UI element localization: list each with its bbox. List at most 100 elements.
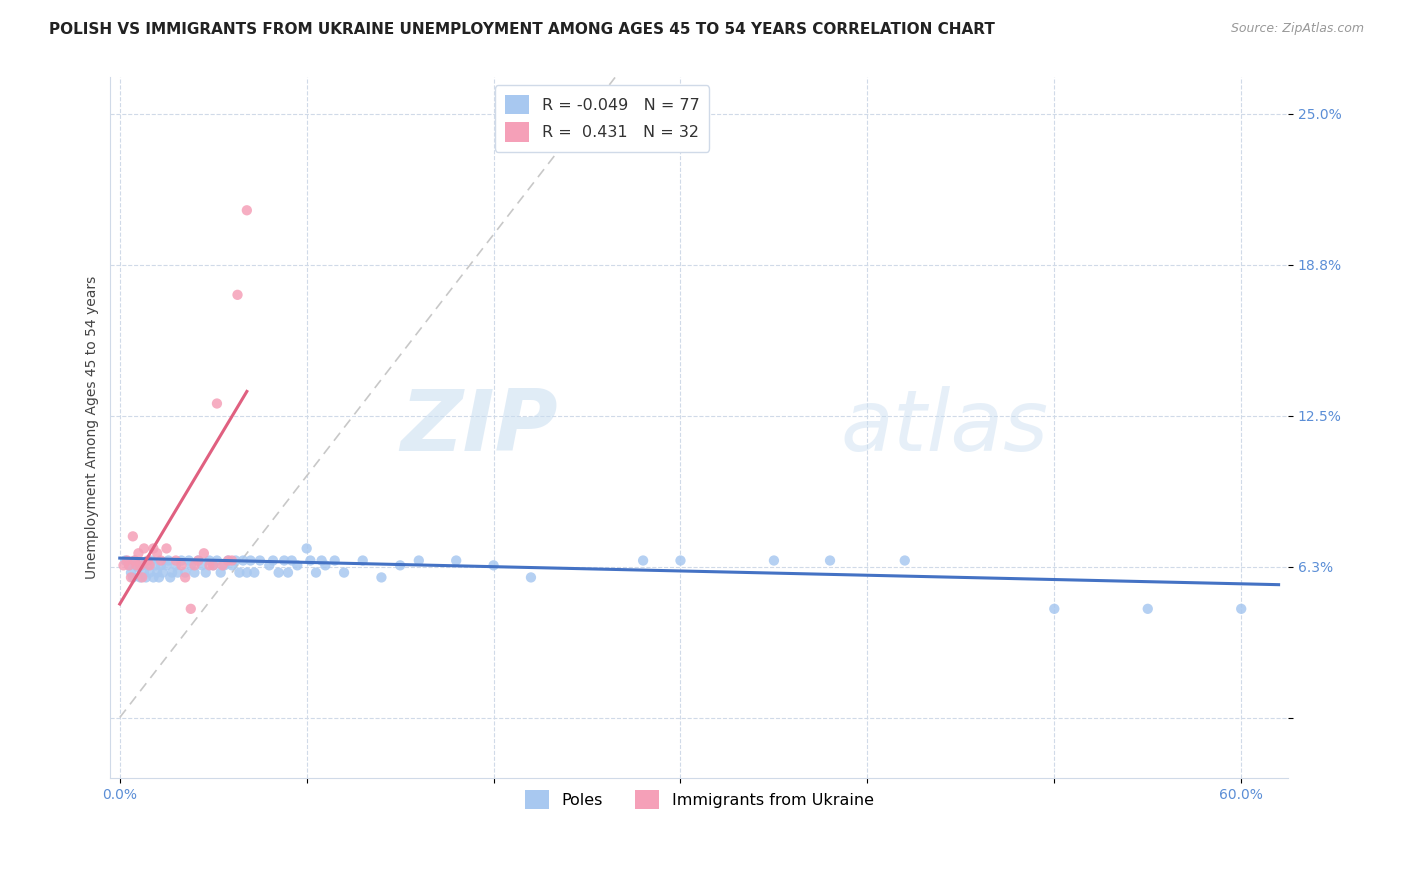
Point [138,558,160,573]
Point [146,566,169,580]
Point [209,566,232,580]
Point [121,529,143,543]
Point [142,541,165,556]
Point [221,558,243,573]
Point [157,553,180,567]
Point [174,566,197,580]
Point [112,558,135,573]
Point [818,553,841,567]
Point [120,570,142,584]
Point [129,558,152,573]
Point [262,553,284,567]
Point [236,203,259,218]
Point [311,553,333,567]
Point [174,570,197,584]
Point [285,558,308,573]
Point [180,558,202,573]
Point [194,566,217,580]
Point [124,553,146,567]
Point [132,566,155,580]
Point [118,558,141,573]
Point [762,553,785,567]
Point [333,566,356,580]
Point [444,553,467,567]
Text: ZIP: ZIP [401,386,558,469]
Point [239,553,262,567]
Point [135,570,157,584]
Point [143,558,166,573]
Point [141,553,163,567]
Point [202,558,225,573]
Point [177,553,200,567]
Point [236,566,259,580]
Point [193,546,215,560]
Point [170,553,193,567]
Point [323,553,346,567]
Point [243,566,266,580]
Point [183,558,205,573]
Point [180,602,202,616]
Point [127,546,149,560]
Point [120,566,142,580]
Point [187,553,209,567]
Point [152,566,174,580]
Point [299,553,322,567]
Point [1230,602,1253,616]
Point [146,546,169,560]
Point [389,558,412,573]
Point [408,553,430,567]
Point [138,566,160,580]
Point [160,566,183,580]
Point [314,558,336,573]
Point [166,566,188,580]
Point [198,558,221,573]
Point [221,553,243,567]
Point [155,541,177,556]
Point [183,566,205,580]
Y-axis label: Unemployment Among Ages 45 to 54 years: Unemployment Among Ages 45 to 54 years [86,276,100,579]
Point [211,558,233,573]
Point [155,558,177,573]
Point [198,553,221,567]
Point [121,570,143,584]
Point [159,570,181,584]
Point [149,558,172,573]
Point [214,558,236,573]
Point [232,553,254,567]
Point [132,541,155,556]
Text: POLISH VS IMMIGRANTS FROM UKRAINE UNEMPLOYMENT AMONG AGES 45 TO 54 YEARS CORRELA: POLISH VS IMMIGRANTS FROM UKRAINE UNEMPL… [49,22,995,37]
Point [136,558,159,573]
Point [217,553,239,567]
Point [205,553,228,567]
Point [202,558,225,573]
Point [170,558,193,573]
Point [277,566,299,580]
Point [125,558,148,573]
Point [149,553,172,567]
Point [129,570,152,584]
Point [191,558,214,573]
Point [127,561,149,575]
Point [1043,602,1066,616]
Point [273,553,295,567]
Point [125,558,148,573]
Point [217,553,239,567]
Point [131,558,153,573]
Point [136,553,159,567]
Point [669,553,692,567]
Point [115,553,138,567]
Point [228,566,250,580]
Point [225,553,247,567]
Point [482,558,505,573]
Point [148,570,170,584]
Point [894,553,917,567]
Point [267,566,290,580]
Point [142,570,165,584]
Point [1136,602,1159,616]
Point [205,396,228,410]
Text: atlas: atlas [841,386,1049,469]
Point [165,558,187,573]
Point [305,566,328,580]
Text: Source: ZipAtlas.com: Source: ZipAtlas.com [1230,22,1364,36]
Point [520,570,543,584]
